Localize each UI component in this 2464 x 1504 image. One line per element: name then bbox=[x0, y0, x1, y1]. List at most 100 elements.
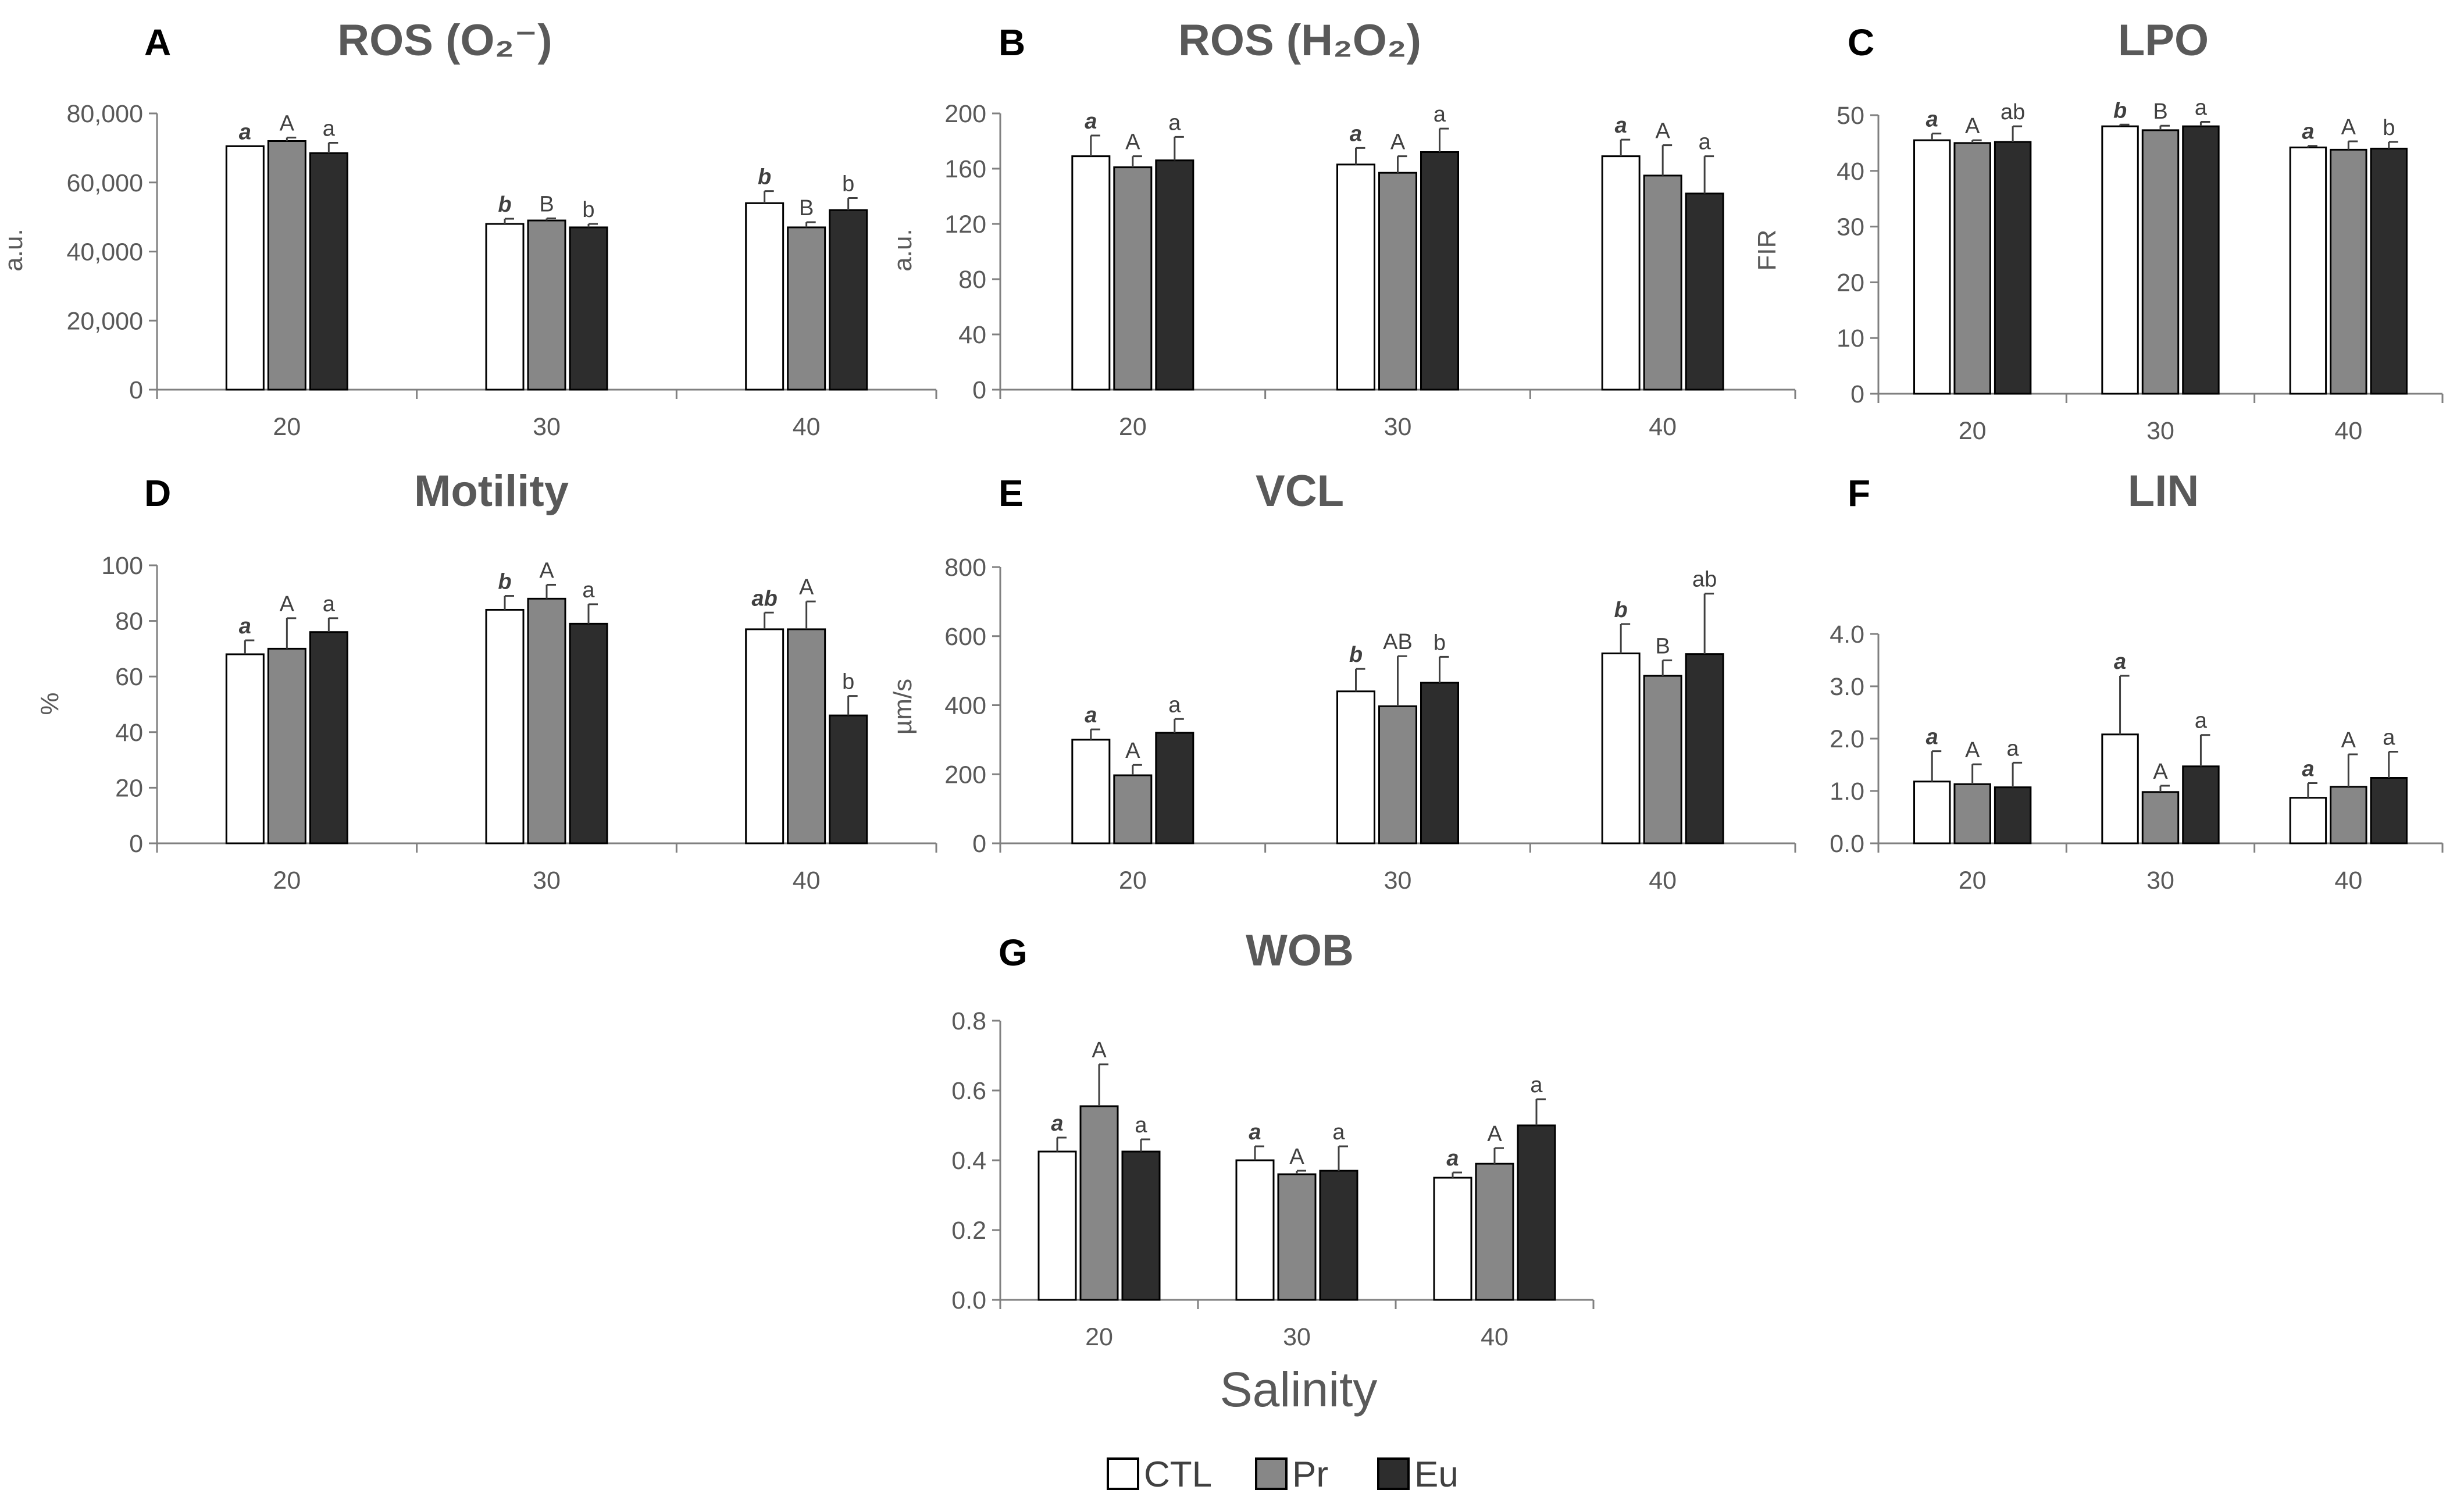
y-tick-label: 120 bbox=[944, 211, 986, 238]
panel-a: A ROS (O₂⁻) a.u. 0 20,000 40,000 60,000 80,000 2… bbox=[0, 16, 937, 441]
x-tick-label: 20 bbox=[273, 413, 301, 441]
significance-letter: A bbox=[1965, 738, 1980, 762]
significance-letter: a bbox=[239, 120, 251, 144]
significance-letter: a bbox=[1446, 1146, 1459, 1171]
y-tick-label: 20,000 bbox=[66, 307, 143, 335]
significance-letter: a bbox=[2195, 95, 2208, 120]
chart-title: LIN bbox=[2128, 466, 2199, 516]
y-tick-label: 0 bbox=[129, 376, 143, 404]
y-tick-label: 0.2 bbox=[951, 1217, 986, 1245]
significance-letter: A bbox=[1965, 114, 1980, 138]
legend-item-pr: Pr bbox=[1255, 1455, 1328, 1495]
bar-pr bbox=[1113, 166, 1153, 391]
significance-letter: a bbox=[1530, 1073, 1543, 1097]
bar-eu bbox=[1420, 151, 1459, 391]
chart-title: Motility bbox=[414, 466, 569, 516]
bar-pr bbox=[1953, 142, 1991, 395]
bar-pr bbox=[2141, 129, 2180, 395]
significance-letter: A bbox=[799, 575, 814, 600]
significance-letter: A bbox=[1092, 1038, 1107, 1063]
bar-ctl bbox=[1336, 163, 1375, 391]
x-tick-label: 40 bbox=[1649, 867, 1677, 894]
significance-letter: A bbox=[1390, 130, 1406, 155]
y-tick-label: 40 bbox=[115, 719, 143, 747]
bar-pr bbox=[527, 597, 566, 844]
bar-ctl bbox=[2101, 733, 2139, 844]
bar-pr bbox=[2330, 786, 2367, 844]
panel-g: G WOB 0.0 0.2 0.4 0.6 0.8 20 a Aa 30 a Aa 40 a Aa bbox=[951, 926, 1595, 1351]
bar-pr bbox=[2330, 148, 2367, 395]
bar-eu bbox=[1420, 682, 1459, 844]
y-axis-label: FIR bbox=[1753, 230, 1781, 271]
bar-ctl bbox=[225, 145, 265, 391]
bar-pr bbox=[267, 647, 306, 844]
significance-letter: b bbox=[758, 165, 771, 190]
bar-pr bbox=[1113, 774, 1153, 844]
legend-label: CTL bbox=[1144, 1455, 1212, 1495]
y-tick-label: 0.0 bbox=[1830, 830, 1864, 858]
bar-pr bbox=[1643, 174, 1682, 391]
significance-letter: A bbox=[1125, 739, 1140, 763]
significance-letter: a bbox=[1926, 108, 1938, 132]
significance-letter: a bbox=[1085, 703, 1097, 728]
y-tick-label: 0.6 bbox=[951, 1077, 986, 1105]
panel-letter: C bbox=[1848, 22, 1874, 63]
bar-pr bbox=[787, 628, 826, 844]
y-tick-label: 0.8 bbox=[951, 1007, 986, 1035]
bar-pr bbox=[1643, 675, 1682, 844]
x-tick-label: 30 bbox=[2146, 417, 2174, 445]
significance-letter: ab bbox=[751, 586, 777, 611]
y-tick-label: 60,000 bbox=[66, 169, 143, 197]
y-axis-label: a.u. bbox=[0, 229, 28, 271]
bar-eu bbox=[1994, 786, 2032, 844]
panel-letter: D bbox=[144, 472, 171, 514]
y-tick-label: 0.0 bbox=[951, 1286, 986, 1314]
bar-ctl bbox=[1601, 155, 1641, 391]
y-tick-label: 200 bbox=[944, 761, 986, 789]
significance-letter: b bbox=[1434, 630, 1446, 655]
chart-title: VCL bbox=[1256, 466, 1344, 516]
panel-b: B ROS (H₂O₂) a.u. 0 40 80 120 160 200 20 a Aa 30 a Aa 4… bbox=[889, 16, 1796, 441]
y-tick-label: 20 bbox=[115, 774, 143, 802]
y-tick-label: 800 bbox=[944, 554, 986, 582]
y-tick-label: 80,000 bbox=[66, 100, 143, 128]
significance-letter: a bbox=[2302, 120, 2314, 144]
bar-ctl bbox=[2101, 125, 2139, 395]
significance-letter: b bbox=[1614, 598, 1628, 622]
significance-letter: a bbox=[1135, 1113, 1147, 1138]
significance-letter: a bbox=[1168, 693, 1181, 717]
x-tick-label: 40 bbox=[793, 867, 821, 894]
significance-letter: B bbox=[1655, 634, 1670, 658]
bar-eu bbox=[2182, 765, 2220, 844]
bar-eu bbox=[829, 714, 868, 844]
significance-letter: B bbox=[539, 193, 554, 217]
y-tick-label: 60 bbox=[115, 663, 143, 691]
bar-pr bbox=[2141, 791, 2180, 844]
significance-letter: a bbox=[1926, 725, 1938, 750]
y-tick-label: 30 bbox=[1837, 213, 1864, 241]
bar-ctl bbox=[225, 653, 265, 844]
bar-eu bbox=[2370, 777, 2408, 844]
y-tick-label: 4.0 bbox=[1830, 621, 1864, 648]
significance-letter: a bbox=[2114, 650, 2126, 674]
significance-letter: a bbox=[1249, 1120, 1261, 1145]
y-tick-label: 40,000 bbox=[66, 238, 143, 266]
significance-letter: b bbox=[2113, 98, 2127, 123]
y-axis-label: a.u. bbox=[889, 229, 917, 271]
significance-letter: a bbox=[2302, 757, 2314, 782]
y-tick-label: 100 bbox=[101, 552, 143, 580]
panel-letter: F bbox=[1848, 472, 1870, 514]
legend-swatch bbox=[1107, 1457, 1139, 1490]
significance-letter: B bbox=[799, 196, 814, 220]
panel-letter: E bbox=[999, 472, 1024, 514]
significance-letter: a bbox=[323, 592, 336, 616]
x-tick-label: 40 bbox=[793, 413, 821, 441]
y-tick-label: 80 bbox=[115, 608, 143, 636]
bar-ctl bbox=[1235, 1159, 1275, 1301]
bar-eu bbox=[1155, 732, 1194, 844]
bar-ctl bbox=[1037, 1150, 1077, 1301]
significance-letter: a bbox=[1350, 122, 1362, 146]
panel-letter: A bbox=[144, 22, 171, 63]
legend-label: Eu bbox=[1414, 1455, 1459, 1495]
